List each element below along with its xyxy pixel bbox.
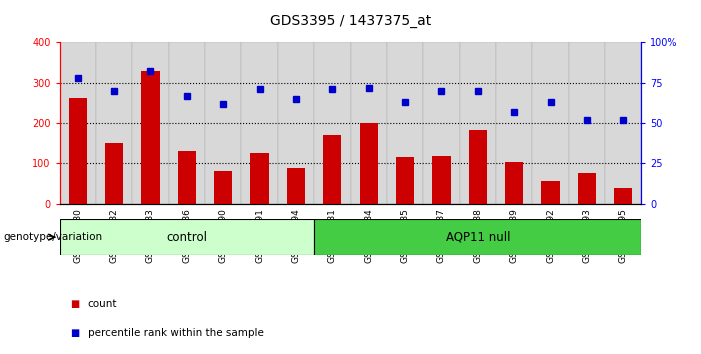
Bar bbox=[496, 42, 532, 204]
Bar bbox=[387, 42, 423, 204]
Bar bbox=[578, 172, 596, 204]
Bar bbox=[360, 123, 378, 204]
Bar bbox=[69, 98, 87, 204]
Bar bbox=[323, 135, 341, 204]
Text: GDS3395 / 1437375_at: GDS3395 / 1437375_at bbox=[270, 14, 431, 28]
Bar bbox=[169, 42, 205, 204]
Bar bbox=[460, 42, 496, 204]
Bar bbox=[142, 72, 160, 204]
Bar bbox=[433, 156, 451, 204]
Bar bbox=[60, 42, 96, 204]
Bar bbox=[314, 219, 641, 255]
Bar bbox=[541, 181, 559, 204]
Bar bbox=[241, 42, 278, 204]
Bar bbox=[214, 171, 232, 204]
Bar bbox=[132, 42, 169, 204]
Text: percentile rank within the sample: percentile rank within the sample bbox=[88, 328, 264, 338]
Text: AQP11 null: AQP11 null bbox=[446, 231, 510, 244]
Text: count: count bbox=[88, 299, 117, 309]
Bar bbox=[314, 42, 350, 204]
Bar bbox=[505, 162, 523, 204]
Text: ■: ■ bbox=[70, 328, 79, 338]
Bar bbox=[96, 42, 132, 204]
Bar bbox=[287, 168, 305, 204]
Bar bbox=[469, 130, 487, 204]
Bar bbox=[614, 188, 632, 204]
Bar bbox=[250, 153, 268, 204]
Bar bbox=[205, 42, 241, 204]
Text: genotype/variation: genotype/variation bbox=[4, 232, 102, 242]
Bar bbox=[569, 42, 605, 204]
Bar bbox=[423, 42, 460, 204]
Text: ■: ■ bbox=[70, 299, 79, 309]
Bar bbox=[605, 42, 641, 204]
Bar bbox=[178, 151, 196, 204]
Bar bbox=[350, 42, 387, 204]
Text: control: control bbox=[166, 231, 207, 244]
Bar bbox=[60, 219, 314, 255]
Bar bbox=[105, 143, 123, 204]
Bar bbox=[396, 157, 414, 204]
Bar bbox=[278, 42, 314, 204]
Bar bbox=[532, 42, 569, 204]
